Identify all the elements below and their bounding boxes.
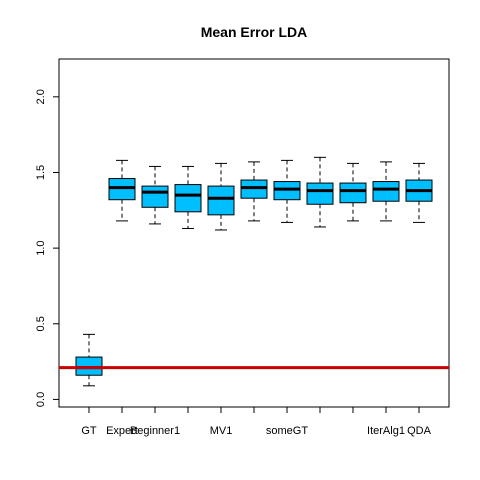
- y-tick-label: 1.5: [35, 165, 47, 180]
- x-tick-label: GT: [81, 425, 97, 437]
- box-iqr: [274, 182, 300, 200]
- plot-frame: [59, 59, 449, 407]
- y-tick-label: 0.5: [35, 316, 47, 331]
- box-iqr: [208, 186, 234, 215]
- x-tick-label: Beginner1: [130, 425, 180, 437]
- y-tick-label: 1.0: [35, 240, 47, 255]
- box-iqr: [241, 180, 267, 198]
- box-iqr: [373, 182, 399, 202]
- x-tick-label: QDA: [407, 425, 432, 437]
- x-tick-label: someGT: [266, 425, 308, 437]
- y-tick-label: 2.0: [35, 89, 47, 104]
- box-iqr: [175, 185, 201, 212]
- chart-title: Mean Error LDA: [201, 24, 308, 40]
- x-tick-label: MV1: [210, 425, 233, 437]
- x-tick-label: IterAlg1: [367, 425, 405, 437]
- box-iqr: [142, 186, 168, 207]
- box-iqr: [340, 183, 366, 203]
- box-iqr: [307, 183, 333, 204]
- box-iqr: [109, 179, 135, 200]
- box-iqr: [76, 357, 102, 375]
- y-tick-label: 0.0: [35, 392, 47, 407]
